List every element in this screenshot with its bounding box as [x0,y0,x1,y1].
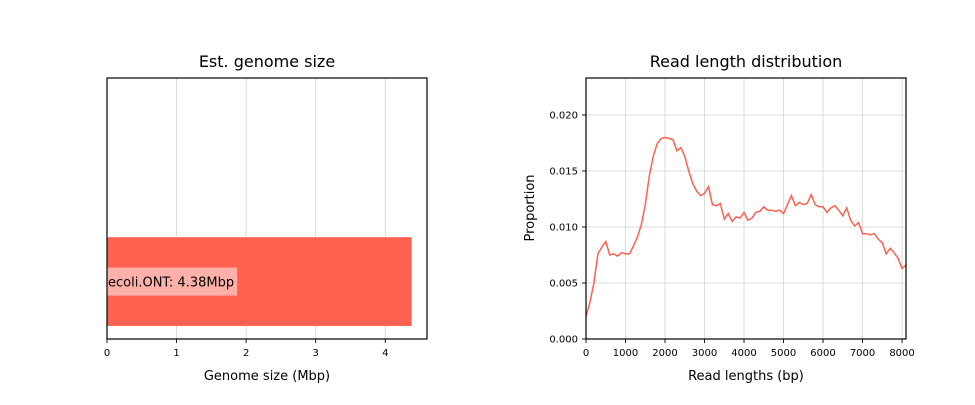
x-tick-label: 4 [382,348,388,359]
genome-size-bars: ecoli.ONT: 4.38Mbp [107,237,412,326]
read-length-x-axis-label: Read lengths (bp) [688,369,804,384]
x-tick-label: 2 [243,348,249,359]
read-length-gridlines [585,78,906,340]
genome-size-chart-title: Est. genome size [199,52,335,71]
x-tick-label: 4000 [731,348,756,359]
genome-size-x-axis-label: Genome size (Mbp) [204,369,330,384]
read-length-chart: Read length distribution 0 1000 2000 3000 40… [523,52,915,384]
read-length-chart-title: Read length distribution [650,52,843,71]
x-tick-label: 8000 [889,348,914,359]
genome-size-plot-frame [106,77,428,340]
x-tick-label: 3 [313,348,319,359]
y-tick-label: 0.010 [549,222,578,233]
x-tick-label: 6000 [810,348,835,359]
bar-label: ecoli.ONT: 4.38Mbp [108,276,234,291]
x-tick-label: 2000 [652,348,677,359]
genome-size-chart: Est. genome size ecoli.ONT: 4.38Mbp 0 1 2 3… [104,52,428,384]
y-tick-label: 0.000 [549,335,578,346]
x-tick-label: 0 [583,348,589,359]
read-length-y-axis-label: Proportion [523,174,538,241]
x-tick-label: 7000 [850,348,875,359]
x-tick-label: 3000 [692,348,717,359]
x-tick-label: 0 [104,348,110,359]
read-length-x-ticks: 0 1000 2000 3000 4000 5000 6000 7000 8000 [583,339,915,359]
y-tick-label: 0.020 [549,110,578,121]
genome-size-x-ticks: 0 1 2 3 4 [104,339,388,359]
x-tick-label: 5000 [771,348,796,359]
x-tick-label: 1 [173,348,179,359]
y-tick-label: 0.015 [549,166,578,177]
read-length-series-line [585,136,907,317]
x-tick-label: 1000 [613,348,638,359]
read-length-plot-frame [585,77,907,340]
y-tick-label: 0.005 [549,278,578,289]
read-length-y-ticks: 0.000 0.005 0.010 0.015 0.020 [549,110,586,346]
bar-label-background [107,267,238,296]
